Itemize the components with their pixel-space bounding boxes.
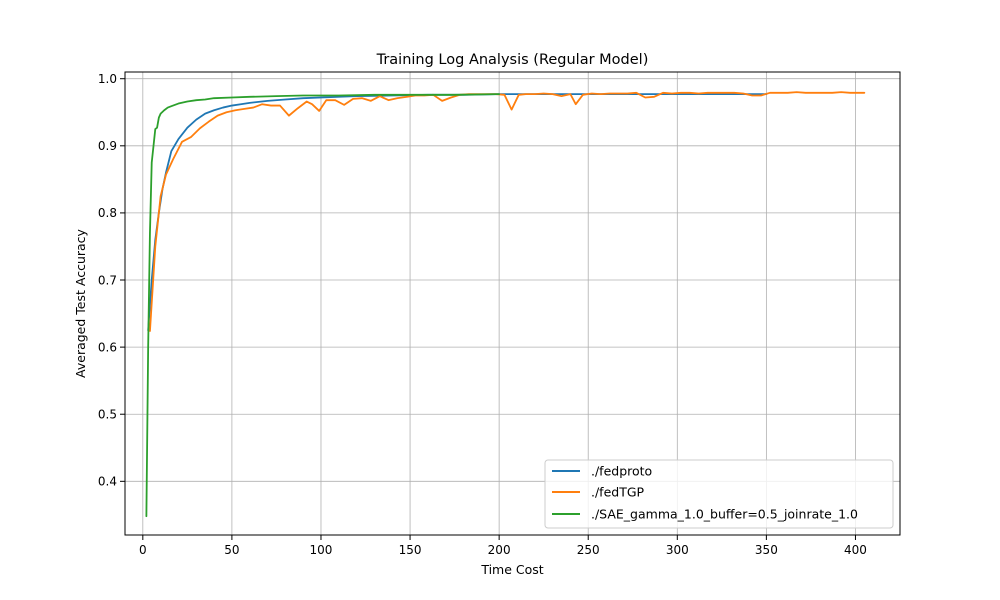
x-tick-label: 100: [310, 543, 333, 557]
x-tick-label: 300: [666, 543, 689, 557]
axis-ticks: 0 50 100 150 200 250 300 350 400 0.4 0.5 0.6 0.7 0.8 0…: [98, 72, 867, 557]
y-tick-label: 1.0: [98, 72, 117, 86]
x-tick-label: 250: [577, 543, 600, 557]
y-tick-label: 0.7: [98, 273, 117, 287]
x-tick-label: 150: [399, 543, 422, 557]
y-tick-label: 0.6: [98, 340, 117, 354]
x-tick-label: 50: [224, 543, 239, 557]
x-tick-label: 200: [488, 543, 511, 557]
series-line-sae: [145, 93, 501, 518]
chart-title: Training Log Analysis (Regular Model): [376, 52, 649, 68]
x-tick-label: 350: [755, 543, 778, 557]
y-tick-label: 0.8: [98, 206, 117, 220]
x-tick-label: 400: [844, 543, 867, 557]
legend-label-sae: ./SAE_gamma_1.0_buffer=0.5_joinrate_1.0: [591, 507, 858, 522]
series-line-fedtgp: [149, 91, 866, 332]
legend: ./fedproto ./fedTGP ./SAE_gamma_1.0_buff…: [544, 459, 894, 529]
plot-frame: [124, 71, 901, 536]
y-tick-label: 0.5: [98, 408, 117, 422]
legend-label-fedtgp: ./fedTGP: [591, 485, 645, 500]
x-tick-label: 0: [139, 543, 147, 557]
y-tick-label: 0.9: [98, 139, 117, 153]
legend-label-fedproto: ./fedproto: [591, 464, 652, 479]
legend-box: [544, 459, 894, 529]
x-axis-label: Time Cost: [480, 562, 543, 577]
y-axis-label: Averaged Test Accuracy: [73, 228, 88, 377]
y-tick-label: 0.4: [98, 475, 117, 489]
series-group: [145, 91, 866, 518]
